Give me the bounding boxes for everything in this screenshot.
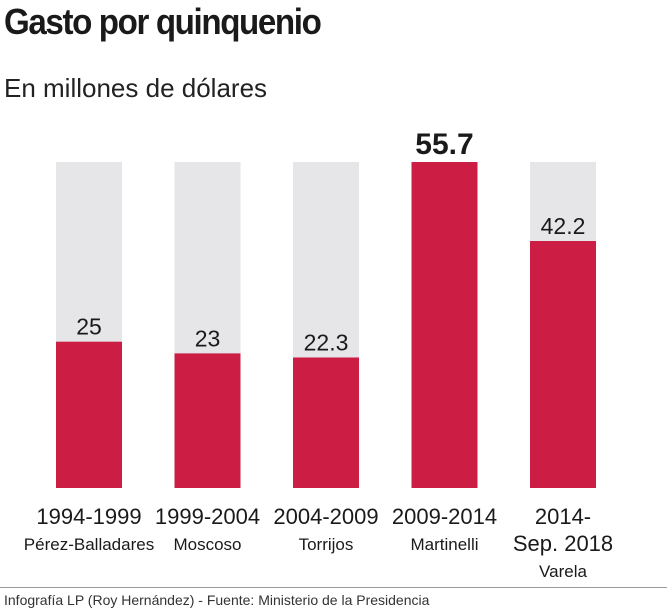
category-name-label: Torrijos xyxy=(299,535,354,554)
category-period-label: Sep. 2018 xyxy=(513,531,613,556)
bar-value-label: 25 xyxy=(76,314,102,340)
source-credit: Infografía LP (Roy Hernández) - Fuente: … xyxy=(4,592,430,608)
chart-subtitle: En millones de dólares xyxy=(4,73,268,103)
category-name-label: Pérez-Balladares xyxy=(24,535,154,554)
bar xyxy=(56,341,122,488)
chart-title: Gasto por quinquenio xyxy=(4,1,322,42)
category-name-label: Varela xyxy=(539,562,587,581)
bar xyxy=(174,353,241,488)
bar-value-label: 42.2 xyxy=(541,213,586,239)
category-period-label: 2014- xyxy=(535,504,591,529)
bar xyxy=(530,241,596,488)
bar-value-label: 55.7 xyxy=(415,128,473,161)
bar xyxy=(293,357,359,488)
category-name-label: Moscoso xyxy=(173,535,241,554)
category-period-label: 1994-1999 xyxy=(36,504,141,529)
category-period-label: 2004-2009 xyxy=(273,504,378,529)
bar-value-label: 22.3 xyxy=(304,329,349,355)
source-divider xyxy=(0,587,667,588)
bar-chart: 25 1994-1999 Pérez-Balladares 23 1999-2004 Mo… xyxy=(24,128,613,581)
category-period-label: 1999-2004 xyxy=(155,504,260,529)
category-period-label: 2009-2014 xyxy=(392,504,497,529)
category-name-label: Martinelli xyxy=(410,535,478,554)
bar-value-label: 23 xyxy=(195,325,221,351)
bar xyxy=(411,162,478,488)
